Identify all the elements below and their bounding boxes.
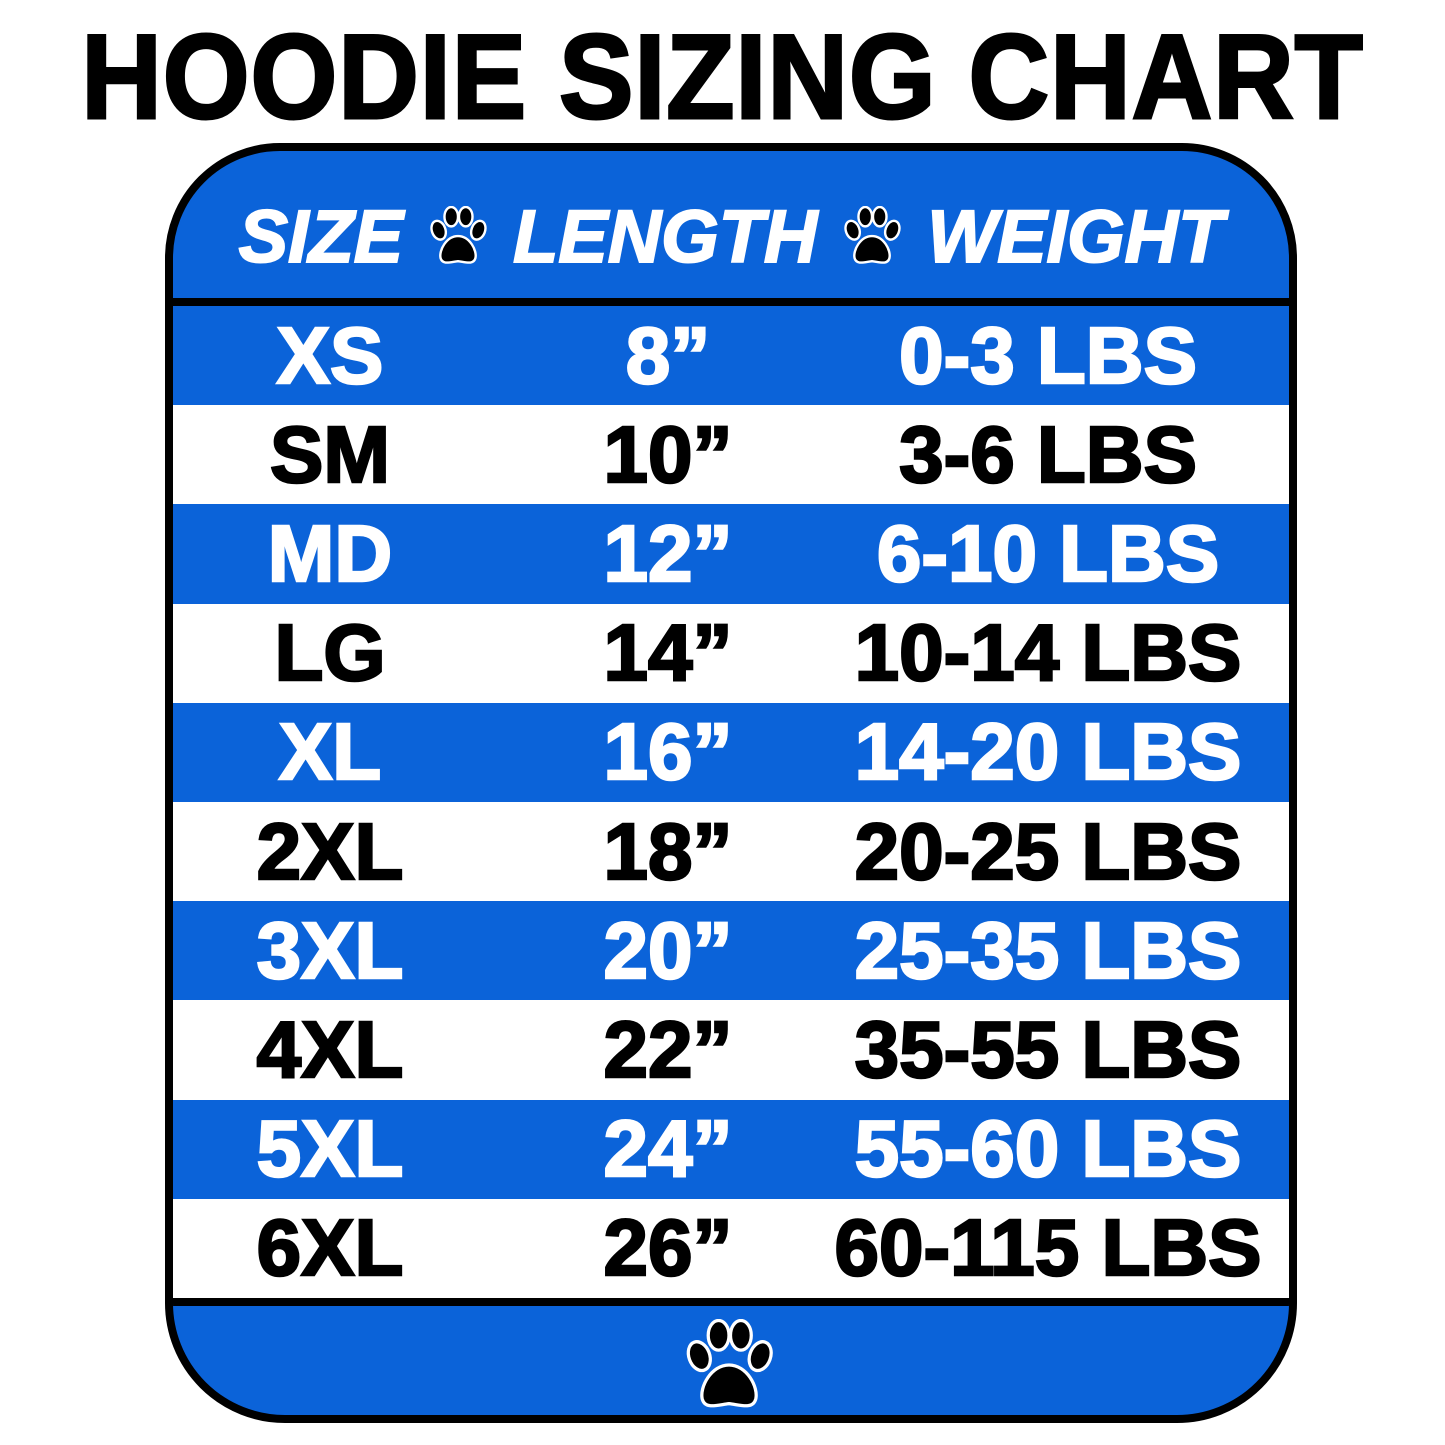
cell-weight: 3-6 LBS — [898, 409, 1198, 501]
cell-length: 26” — [602, 1202, 733, 1294]
divider — [173, 298, 1289, 306]
header-weight: WEIGHT — [926, 194, 1224, 279]
cell-weight: 20-25 LBS — [853, 805, 1242, 897]
table-row: LG 14” 10-14 LBS — [173, 603, 1289, 703]
cell-length: 12” — [602, 508, 733, 600]
table-row: MD 12” 6-10 LBS — [173, 504, 1289, 604]
cell-size: MD — [267, 508, 394, 600]
cell-weight: 55-60 LBS — [853, 1103, 1242, 1195]
cell-length: 20” — [602, 904, 733, 996]
cell-weight: 6-10 LBS — [876, 508, 1221, 600]
table-row: 2XL 18” 20-25 LBS — [173, 801, 1289, 902]
cell-length: 8” — [625, 309, 712, 401]
cell-weight: 60-115 LBS — [833, 1202, 1262, 1294]
divider — [173, 1298, 1289, 1306]
cell-length: 14” — [602, 607, 733, 699]
table-row: SM 10” 3-6 LBS — [173, 405, 1289, 505]
cell-weight: 35-55 LBS — [853, 1004, 1242, 1096]
cell-length: 24” — [602, 1103, 733, 1195]
cell-size: 6XL — [255, 1202, 404, 1294]
paw-icon — [844, 205, 902, 264]
cell-size: XL — [278, 706, 383, 798]
sizing-table: SIZE LENGTH WEIGHT XS 8” 0-3 LBS SM 10” 3-6 L… — [165, 143, 1297, 1423]
cell-length: 10” — [602, 409, 733, 501]
cell-size: 5XL — [255, 1103, 404, 1195]
cell-weight: 10-14 LBS — [853, 607, 1242, 699]
table-body: XS 8” 0-3 LBS SM 10” 3-6 LBS MD 12” 6-10 LBS LG 14… — [173, 306, 1289, 1298]
paw-icon — [430, 205, 487, 264]
page-title: HOODIE SIZING CHART — [80, 10, 1364, 144]
cell-size: 2XL — [255, 805, 404, 897]
table-row: 3XL 20” 25-35 LBS — [173, 901, 1289, 1001]
cell-size: LG — [273, 607, 387, 699]
cell-size: XS — [275, 309, 384, 401]
cell-weight: 25-35 LBS — [853, 904, 1242, 996]
table-header: SIZE LENGTH WEIGHT — [173, 151, 1289, 298]
cell-size: 4XL — [255, 1004, 404, 1096]
table-row: XS 8” 0-3 LBS — [173, 306, 1289, 406]
table-row: 6XL 26” 60-115 LBS — [173, 1198, 1289, 1298]
paw-icon — [686, 1319, 773, 1408]
cell-weight: 0-3 LBS — [898, 309, 1198, 401]
cell-length: 16” — [602, 706, 733, 798]
table-row: XL 16” 14-20 LBS — [173, 702, 1289, 802]
cell-size: SM — [269, 409, 392, 501]
cell-length: 18” — [602, 805, 733, 897]
header-size: SIZE — [238, 194, 404, 279]
cell-size: 3XL — [255, 904, 404, 996]
cell-weight: 14-20 LBS — [853, 706, 1242, 798]
header-length: LENGTH — [512, 194, 818, 279]
table-row: 4XL 22” 35-55 LBS — [173, 1000, 1289, 1100]
cell-length: 22” — [602, 1004, 733, 1096]
table-row: 5XL 24” 55-60 LBS — [173, 1099, 1289, 1199]
